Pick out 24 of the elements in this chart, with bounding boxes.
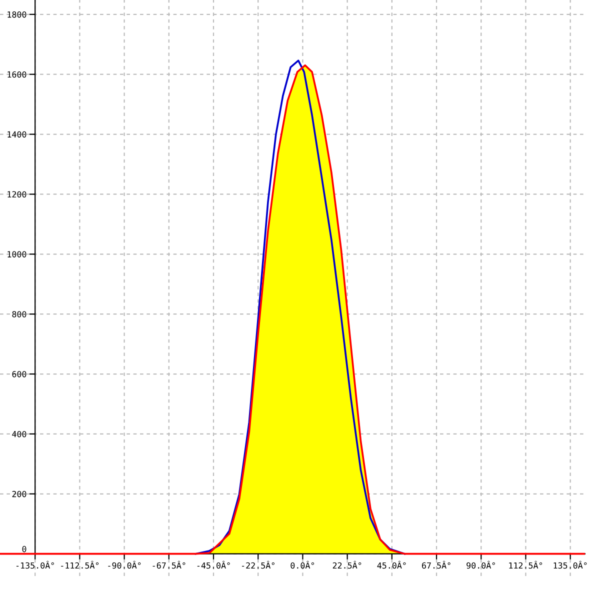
x-tick-label: 67.5Â° — [422, 560, 450, 569]
x-tick-label: 0.0Â° — [290, 560, 314, 569]
x-tick-label: -112.5Â° — [61, 560, 99, 569]
y-tick-label: 1000 — [8, 251, 26, 258]
x-tick-label: -67.5Â° — [152, 560, 186, 569]
line-series — [0, 64, 585, 555]
x-tick-label: -135.0Â° — [16, 560, 54, 569]
x-tick-label: 112.5Â° — [509, 560, 542, 569]
y-tick-label: 1600 — [8, 71, 26, 78]
y-tick-label: 1800 — [8, 11, 26, 18]
x-tick-label: 90.0Â° — [466, 560, 495, 569]
y-tick-label: 600 — [12, 371, 26, 378]
y-tick-label: 200 — [12, 490, 26, 498]
x-tick-label: -22.5Â° — [242, 560, 274, 569]
x-tick-label: -90.0Â° — [108, 560, 141, 569]
x-tick-label: 45.0Â° — [377, 560, 406, 569]
y-tick-label: 800 — [12, 311, 26, 318]
y-tick-label: 0 — [22, 546, 26, 552]
y-tick-label: 400 — [12, 430, 26, 438]
x-tick-label: -45.0Â° — [197, 560, 230, 569]
x-tick-label: 135.0Â° — [554, 560, 587, 569]
y-tick-label: 1400 — [8, 131, 26, 138]
y-tick-label: 1200 — [8, 191, 26, 198]
x-tick-label: 22.5Â° — [332, 560, 362, 569]
